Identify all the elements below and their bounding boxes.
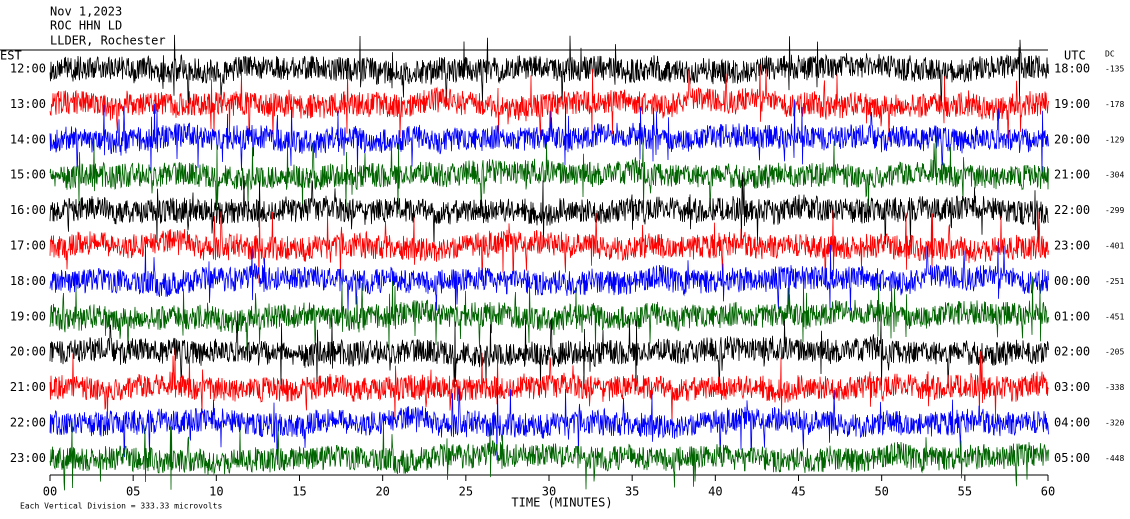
x-tick-label: 60: [1041, 485, 1055, 499]
est-label: 16:00: [10, 203, 46, 217]
utc-label: 03:00: [1054, 380, 1090, 394]
dc-value: -129: [1105, 135, 1124, 144]
est-label: 15:00: [10, 168, 46, 182]
traces: [49, 34, 1049, 491]
trace: [49, 99, 1049, 177]
x-axis-label: TIME (MINUTES): [511, 496, 612, 510]
dc-label: DC: [1105, 50, 1115, 59]
utc-label: 20:00: [1054, 132, 1090, 146]
dc-value: -338: [1105, 383, 1124, 392]
trace: [49, 136, 1049, 214]
x-tick-label: 45: [791, 485, 805, 499]
dc-value: -178: [1105, 100, 1124, 109]
title-line: LLDER, Rochester: [50, 34, 166, 48]
trace: [49, 348, 1049, 425]
dc-value: -401: [1105, 242, 1124, 251]
dc-value: -251: [1105, 277, 1124, 286]
trace: [49, 174, 1049, 248]
trace: [49, 421, 1049, 491]
trace: [49, 64, 1049, 144]
est-label: 17:00: [10, 239, 46, 253]
x-tick-label: 40: [708, 485, 722, 499]
est-label: 21:00: [10, 380, 46, 394]
utc-label: 23:00: [1054, 239, 1090, 253]
utc-label: 22:00: [1054, 203, 1090, 217]
x-tick-label: 30: [542, 485, 556, 499]
dc-value: -205: [1105, 348, 1124, 357]
trace: [49, 210, 1049, 284]
est-label: 12:00: [10, 62, 46, 76]
x-tick-label: 55: [958, 485, 972, 499]
est-label: 19:00: [10, 309, 46, 323]
x-tick-label: 50: [874, 485, 888, 499]
x-tick-label: 00: [43, 485, 57, 499]
right-axis-label: UTC: [1064, 49, 1086, 63]
dc-value: -304: [1105, 171, 1124, 180]
x-tick-label: 35: [625, 485, 639, 499]
x-tick-label: 15: [292, 485, 306, 499]
title-line: Nov 1,2023: [50, 5, 122, 19]
est-label: 13:00: [10, 97, 46, 111]
dc-value: -448: [1105, 454, 1124, 463]
utc-label: 02:00: [1054, 345, 1090, 359]
dc-value: -299: [1105, 206, 1124, 215]
trace: [49, 241, 1049, 313]
x-tick-label: 25: [459, 485, 473, 499]
utc-label: 18:00: [1054, 62, 1090, 76]
utc-label: 04:00: [1054, 416, 1090, 430]
x-tick-label: 20: [375, 485, 389, 499]
utc-label: 00:00: [1054, 274, 1090, 288]
trace: [49, 387, 1049, 461]
dc-value: -320: [1105, 419, 1124, 428]
utc-label: 21:00: [1054, 168, 1090, 182]
title-line: ROC HHN LD: [50, 19, 122, 33]
x-tick-label: 10: [209, 485, 223, 499]
dc-value: -135: [1105, 65, 1124, 74]
footnote: Each Vertical Division = 333.33 microvol…: [20, 502, 222, 511]
trace: [49, 34, 1049, 108]
trace: [49, 318, 1049, 391]
est-label: 23:00: [10, 451, 46, 465]
utc-label: 19:00: [1054, 97, 1090, 111]
utc-label: 01:00: [1054, 309, 1090, 323]
est-label: 22:00: [10, 416, 46, 430]
est-label: 20:00: [10, 345, 46, 359]
trace: [49, 276, 1049, 356]
utc-label: 05:00: [1054, 451, 1090, 465]
left-axis-label: EST: [0, 49, 22, 63]
est-label: 18:00: [10, 274, 46, 288]
x-tick-label: 05: [126, 485, 140, 499]
dc-value: -451: [1105, 312, 1124, 321]
est-label: 14:00: [10, 132, 46, 146]
